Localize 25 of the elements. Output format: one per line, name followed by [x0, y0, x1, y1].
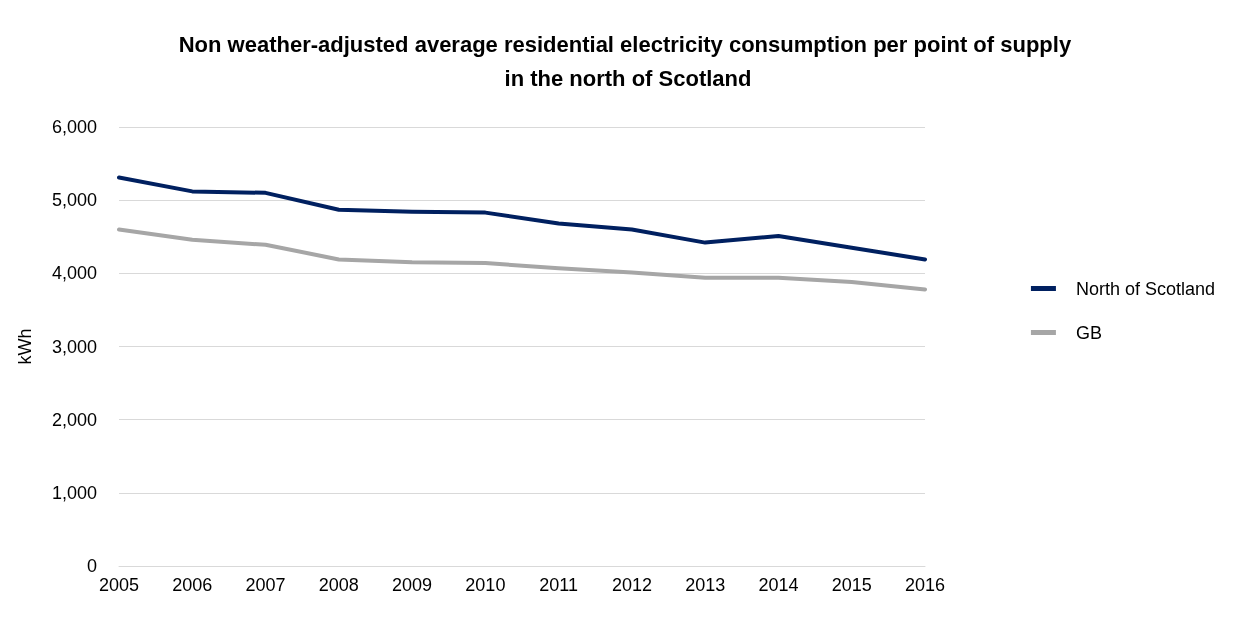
legend-label: GB — [1075, 322, 1102, 343]
chart-title: Non weather-adjusted average residential electricity consumption per point of supply in the north of Scotland — [178, 31, 1078, 91]
y-tick-label: 6,000 — [51, 117, 97, 137]
x-tick-label: 2006 — [172, 575, 213, 595]
legend-label: North of Scotland — [1075, 278, 1215, 299]
line-series — [117, 227, 927, 292]
x-tick-label: 2007 — [245, 575, 286, 595]
y-tick-label: 3,000 — [51, 336, 97, 357]
y-tick-label: 0 — [86, 556, 97, 576]
x-tick-label: 2012 — [611, 575, 652, 595]
x-tick-label: 2015 — [831, 575, 872, 595]
line-series — [117, 175, 927, 262]
y-tick-label: 4,000 — [51, 263, 97, 284]
x-tick-label: 2005 — [98, 575, 140, 595]
x-tick-label: 2014 — [758, 575, 799, 595]
x-tick-label: 2010 — [465, 575, 506, 595]
x-tick-label: 2011 — [539, 575, 578, 595]
x-tick-label: 2009 — [392, 575, 433, 595]
y-tick-label: 2,000 — [51, 409, 97, 430]
x-tick-label: 2016 — [904, 575, 946, 595]
x-tick-label: 2013 — [685, 575, 726, 595]
y-axis-title: kWh — [15, 328, 35, 365]
y-tick-label: 5,000 — [51, 190, 97, 211]
y-tick-label: 1,000 — [51, 482, 97, 503]
x-tick-label: 2008 — [318, 575, 359, 595]
